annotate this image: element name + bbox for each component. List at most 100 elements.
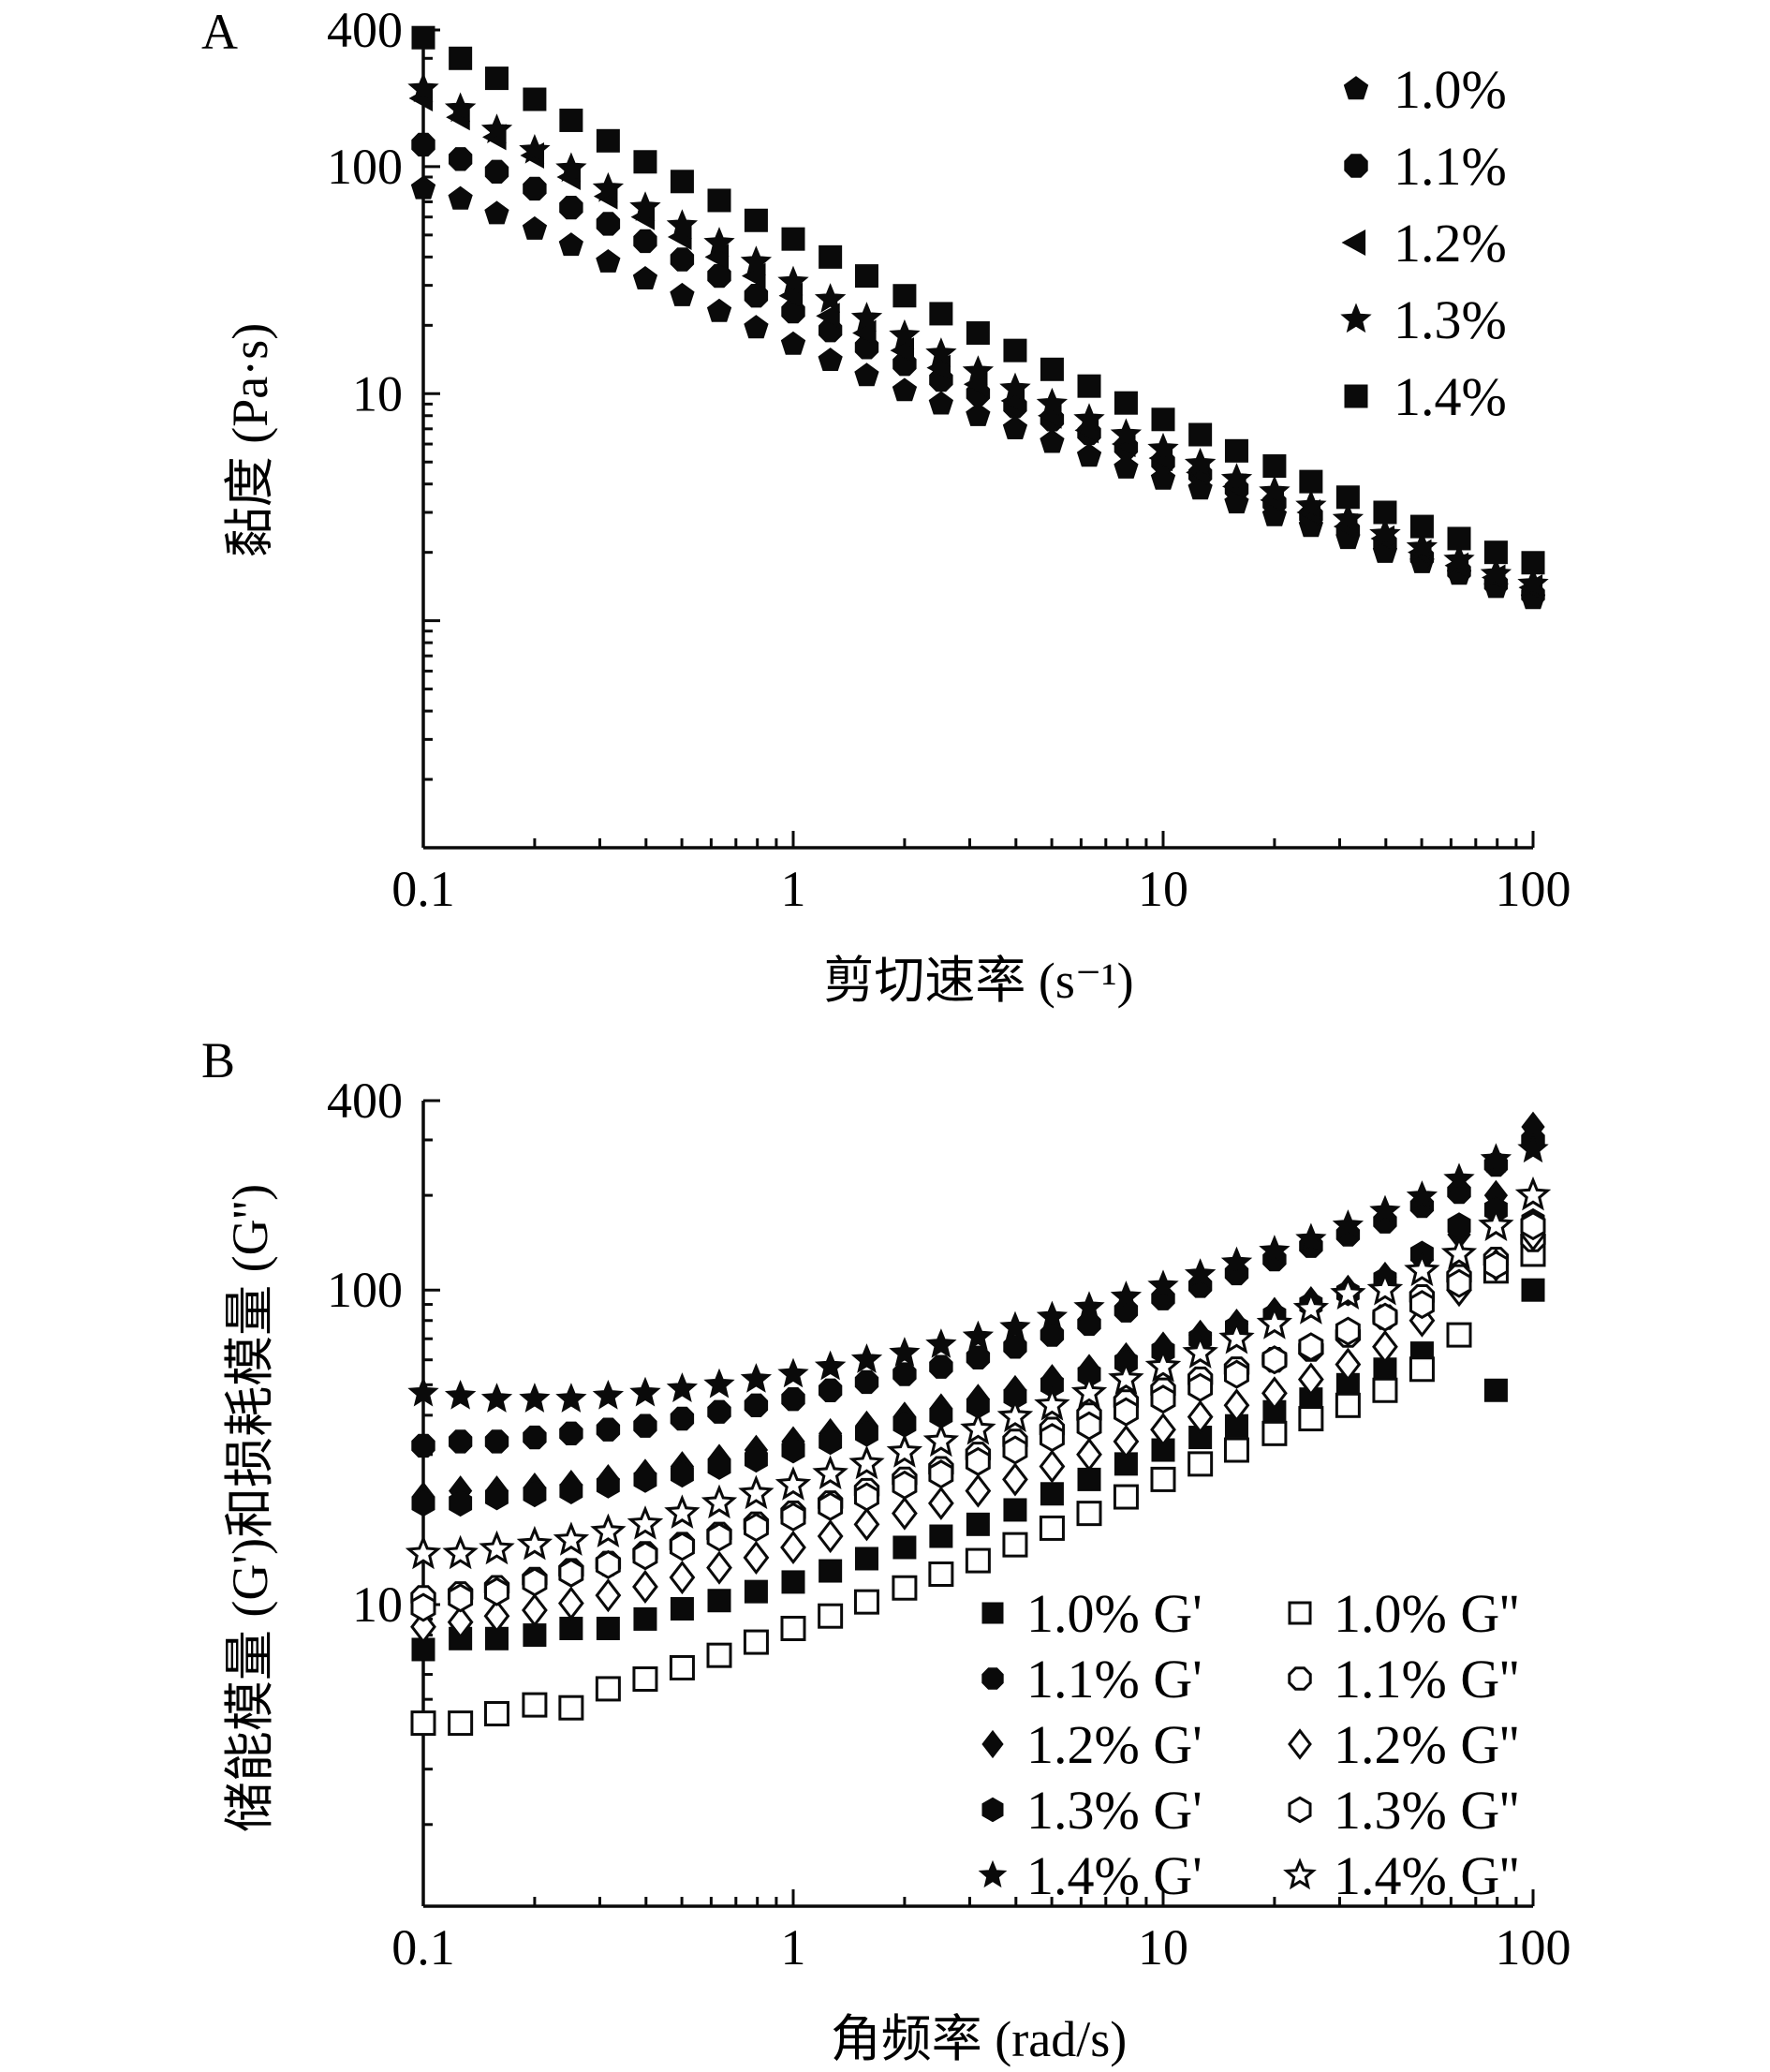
series-1-4-G <box>407 1132 1549 1413</box>
legend-marker <box>1343 76 1369 100</box>
data-point <box>1409 1290 1435 1320</box>
data-point <box>1483 1378 1508 1402</box>
legend-label: 1.3% <box>1394 289 1507 350</box>
data-point <box>1184 1258 1217 1288</box>
data-point <box>1076 1437 1102 1472</box>
data-point <box>596 248 621 273</box>
data-point <box>590 1513 627 1548</box>
data-point <box>411 132 435 157</box>
legend-marker <box>978 1859 1008 1888</box>
data-point <box>559 1477 583 1504</box>
legend-marker <box>1344 154 1368 178</box>
data-point <box>703 227 735 257</box>
data-point <box>740 1363 773 1393</box>
legend-label: 1.1% <box>1394 136 1507 197</box>
data-point <box>1034 1386 1070 1421</box>
data-point <box>448 185 473 210</box>
data-point <box>1073 403 1105 433</box>
data-point <box>1150 1384 1176 1414</box>
data-point <box>1039 1449 1066 1484</box>
legend-item: 1.1% G'' <box>1288 1649 1519 1709</box>
data-point <box>744 1393 769 1417</box>
data-point <box>1003 1498 1027 1522</box>
data-point <box>592 171 625 202</box>
data-point <box>632 1541 658 1571</box>
data-point <box>928 1459 954 1489</box>
series-1-3 <box>407 72 1549 598</box>
data-point <box>740 245 773 275</box>
data-point <box>1002 1435 1028 1465</box>
data-point <box>1077 1467 1101 1491</box>
data-point <box>1335 1347 1362 1382</box>
data-point <box>1224 1413 1248 1438</box>
data-point <box>1521 1278 1545 1302</box>
data-point <box>777 265 809 296</box>
data-point <box>1483 1251 1509 1280</box>
data-point <box>744 208 768 232</box>
data-point <box>744 1579 768 1604</box>
data-point <box>1076 1411 1102 1441</box>
data-point <box>999 372 1031 403</box>
data-point <box>780 1502 806 1532</box>
data-point <box>1002 415 1028 439</box>
data-point <box>1335 485 1360 510</box>
data-point <box>818 1491 844 1521</box>
data-point <box>632 1569 658 1605</box>
data-point <box>1409 1356 1435 1383</box>
data-point <box>1220 463 1253 493</box>
data-point <box>596 1417 621 1442</box>
legend-label: 1.2% <box>1394 213 1507 274</box>
y-tick-label: 400 <box>327 1073 403 1129</box>
data-point <box>1447 526 1471 551</box>
data-point <box>595 1676 621 1702</box>
data-point <box>892 1535 917 1560</box>
panel-a-y-tick-labels: 10 100 400 <box>327 2 403 422</box>
data-point <box>892 377 918 402</box>
data-point <box>892 1496 918 1531</box>
data-point <box>595 1578 622 1613</box>
data-point <box>1480 1143 1512 1173</box>
data-point <box>1150 1466 1176 1492</box>
panel-b-legend: 1.0% G' 1.0% G'' 1.1% G' 1.1% G'' 1.2% G' 1.2… <box>978 1583 1519 1906</box>
data-point <box>960 1411 996 1445</box>
data-point <box>1259 475 1291 506</box>
data-point <box>707 1399 731 1424</box>
legend-marker <box>981 1602 1004 1624</box>
data-point <box>519 133 551 164</box>
data-point <box>925 1328 957 1358</box>
data-point <box>523 176 547 201</box>
data-point <box>483 1701 509 1727</box>
data-point <box>1299 469 1323 494</box>
data-point <box>781 1436 805 1464</box>
data-point <box>484 1429 509 1454</box>
data-point <box>706 1522 732 1552</box>
data-point <box>444 92 477 123</box>
data-point <box>1406 1180 1438 1210</box>
legend-marker <box>1340 303 1372 333</box>
data-point <box>670 170 694 194</box>
data-point <box>1147 1269 1179 1300</box>
data-point <box>818 1603 844 1629</box>
data-point <box>627 1505 664 1540</box>
data-point <box>1372 1302 1398 1332</box>
data-point <box>817 1518 844 1554</box>
data-point <box>812 1455 848 1490</box>
data-point <box>819 1378 843 1402</box>
data-point <box>814 283 847 313</box>
legend-item: 1.2% G' <box>981 1714 1202 1775</box>
data-point <box>745 1445 768 1473</box>
data-point <box>1151 407 1175 432</box>
data-point <box>411 1433 435 1458</box>
data-point <box>479 1530 515 1565</box>
y-tick-label: 100 <box>327 1262 403 1318</box>
data-point <box>701 1484 738 1519</box>
x-tick-label: 1 <box>781 861 806 917</box>
data-point <box>1040 357 1064 381</box>
data-point <box>596 212 621 236</box>
data-point <box>1002 1462 1028 1497</box>
data-point <box>1262 454 1287 479</box>
data-point <box>484 200 509 225</box>
data-point <box>407 72 439 103</box>
data-point <box>629 191 661 221</box>
data-point <box>1480 557 1512 588</box>
